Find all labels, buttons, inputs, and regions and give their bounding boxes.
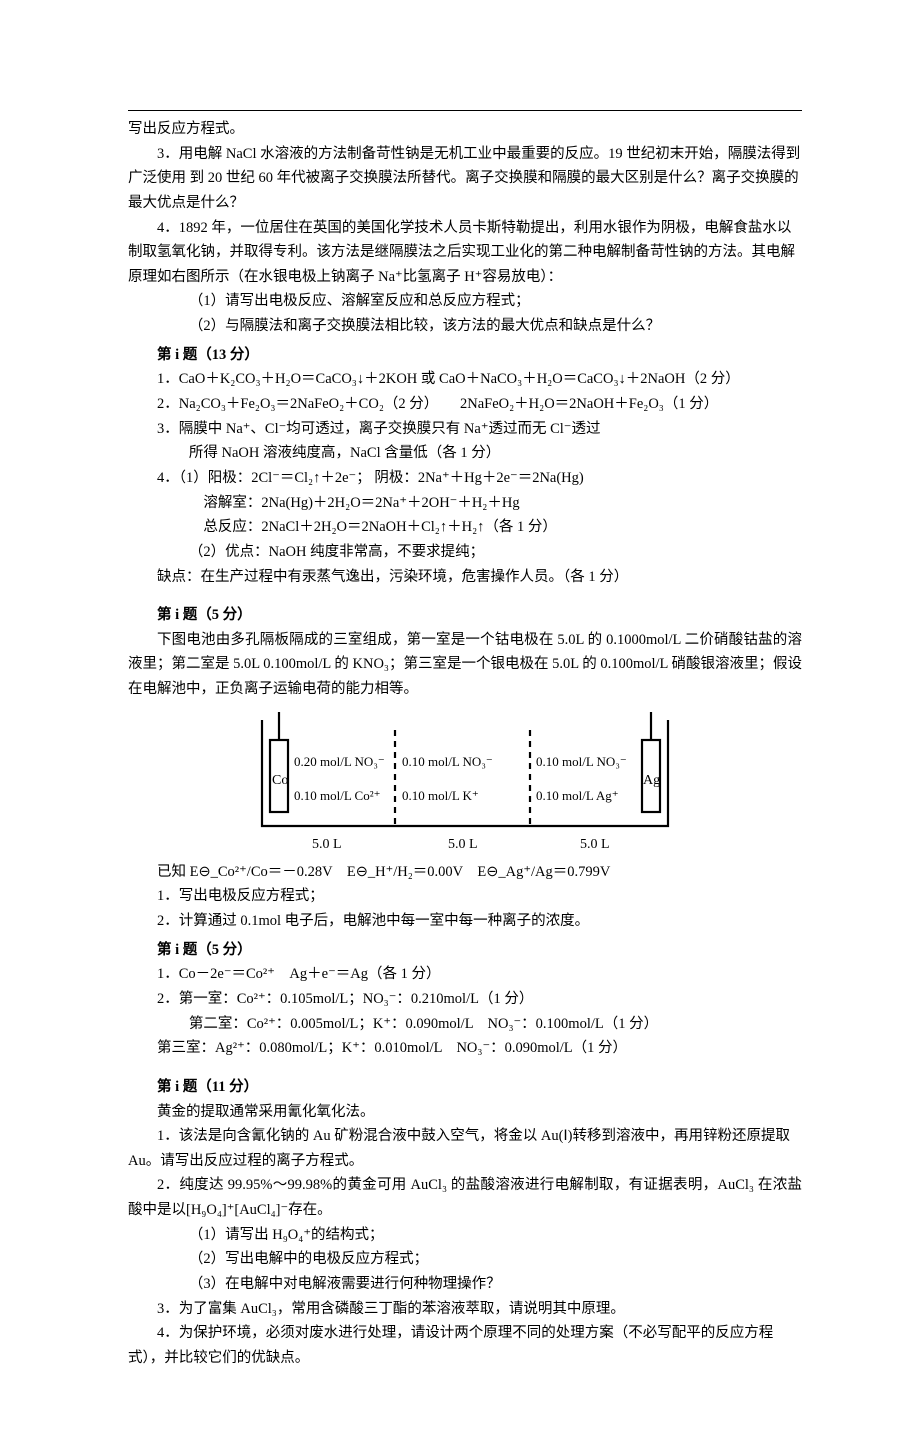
cell2-bot: 0.10 mol/L K⁺ xyxy=(402,788,479,803)
text-sub: （2）与隔膜法和离子交换膜法相比较，该方法的最大优点和缺点是什么？ xyxy=(128,314,802,339)
text-sub: （1）请写出电极反应、溶解室反应和总反应方程式； xyxy=(128,289,802,314)
question-sub: （2）写出电解中的电极反应方程式； xyxy=(128,1247,802,1272)
right-electrode-label: Ag xyxy=(643,773,660,788)
text-para: 4．1892 年，一位居住在英国的美国化学技术人员卡斯特勒提出，利用水银作为阴极… xyxy=(128,216,802,290)
question-para: 3．为了富集 AuCl₃，常用含磷酸三丁酯的苯溶液萃取，请说明其中原理。 xyxy=(128,1297,802,1322)
answer-line: 第三室：Ag²⁺：0.080mol/L；K⁺：0.010mol/L NO₃⁻：0… xyxy=(128,1036,802,1061)
text-line: 写出反应方程式。 xyxy=(128,117,802,142)
cell2-top: 0.10 mol/L NO₃⁻ xyxy=(402,754,493,769)
question-intro: 下图电池由多孔隔板隔成的三室组成，第一室是一个钴电极在 5.0L 的 0.100… xyxy=(128,628,802,702)
question-sub: （1）请写出 H₉O₄⁺的结构式； xyxy=(128,1223,802,1248)
text-para: 3．用电解 NaCl 水溶液的方法制备苛性钠是无机工业中最重要的反应。19 世纪… xyxy=(128,142,802,216)
top-rule xyxy=(128,110,802,111)
question-heading: 第 i 题（5 分） xyxy=(128,603,802,628)
question-heading: 第 i 题（11 分） xyxy=(128,1075,802,1100)
known-line: 已知 E⊖_Co²⁺/Co＝－0.28V E⊖_H⁺/H₂＝0.00V E⊖_A… xyxy=(128,860,802,885)
page: 写出反应方程式。 3．用电解 NaCl 水溶液的方法制备苛性钠是无机工业中最重要… xyxy=(0,0,920,1431)
electrolysis-cell-figure: Co Ag 0.20 mol/L NO₃⁻ 0.10 mol/L Co²⁺ 0.… xyxy=(250,708,680,858)
left-electrode-label: Co xyxy=(272,773,288,788)
cell-svg: Co Ag 0.20 mol/L NO₃⁻ 0.10 mol/L Co²⁺ 0.… xyxy=(250,708,680,858)
question-para: 4．为保护环境，必须对废水进行处理，请设计两个原理不同的处理方案（不必写配平的反… xyxy=(128,1321,802,1370)
answer-line: 1．CaO＋K₂CO₃＋H₂O＝CaCO₃↓＋2KOH 或 CaO＋NaCO₃＋… xyxy=(128,367,802,392)
cell3-top: 0.10 mol/L NO₃⁻ xyxy=(536,754,627,769)
answer-line: 4．（1）阳极：2Cl⁻＝Cl₂↑＋2e⁻； 阴极：2Na⁺＋Hg＋2e⁻＝2N… xyxy=(128,466,802,491)
answer-line: （2）优点：NaOH 纯度非常高，不要求提纯； xyxy=(128,540,802,565)
cell1-bot: 0.10 mol/L Co²⁺ xyxy=(294,788,380,803)
answer-line: 所得 NaOH 溶液纯度高，NaCl 含量低（各 1 分） xyxy=(128,441,802,466)
question-intro: 黄金的提取通常采用氰化氧化法。 xyxy=(128,1100,802,1125)
question-para: 2．纯度达 99.95%～99.98%的黄金可用 AuCl₃ 的盐酸溶液进行电解… xyxy=(128,1173,802,1222)
question-sub: （3）在电解中对电解液需要进行何种物理操作？ xyxy=(128,1272,802,1297)
answer-line: 3．隔膜中 Na⁺、Cl⁻均可透过，离子交换膜只有 Na⁺透过而无 Cl⁻透过 xyxy=(128,417,802,442)
answer-line: 缺点：在生产过程中有汞蒸气逸出，污染环境，危害操作人员。（各 1 分） xyxy=(128,565,802,590)
vol-label: 5.0 L xyxy=(448,837,478,852)
answer-line: 1．Co－2e⁻＝Co²⁺ Ag＋e⁻＝Ag（各 1 分） xyxy=(128,962,802,987)
question-line: 2．计算通过 0.1mol 电子后，电解池中每一室中每一种离子的浓度。 xyxy=(128,909,802,934)
answer-heading: 第 i 题（5 分） xyxy=(128,938,802,963)
vol-label: 5.0 L xyxy=(312,837,342,852)
answer-line: 溶解室：2Na(Hg)＋2H₂O＝2Na⁺＋2OH⁻＋H₂＋Hg xyxy=(128,491,802,516)
question-line: 1．写出电极反应方程式； xyxy=(128,884,802,909)
answer-line: 总反应：2NaCl＋2H₂O＝2NaOH＋Cl₂↑＋H₂↑（各 1 分） xyxy=(128,515,802,540)
cell1-top: 0.20 mol/L NO₃⁻ xyxy=(294,754,385,769)
vol-label: 5.0 L xyxy=(580,837,610,852)
cell3-bot: 0.10 mol/L Ag⁺ xyxy=(536,788,619,803)
question-para: 1．该法是向含氰化钠的 Au 矿粉混合液中鼓入空气，将金以 Au(Ⅰ)转移到溶液… xyxy=(128,1124,802,1173)
answer-line: 2．Na₂CO₃＋Fe₂O₃＝2NaFeO₂＋CO₂（2 分） 2NaFeO₂＋… xyxy=(128,392,802,417)
answer-line: 第二室：Co²⁺：0.005mol/L；K⁺：0.090mol/L NO₃⁻：0… xyxy=(128,1012,802,1037)
answer-line: 2．第一室：Co²⁺：0.105mol/L；NO₃⁻：0.210mol/L（1 … xyxy=(128,987,802,1012)
answer-heading: 第 i 题（13 分） xyxy=(128,343,802,368)
